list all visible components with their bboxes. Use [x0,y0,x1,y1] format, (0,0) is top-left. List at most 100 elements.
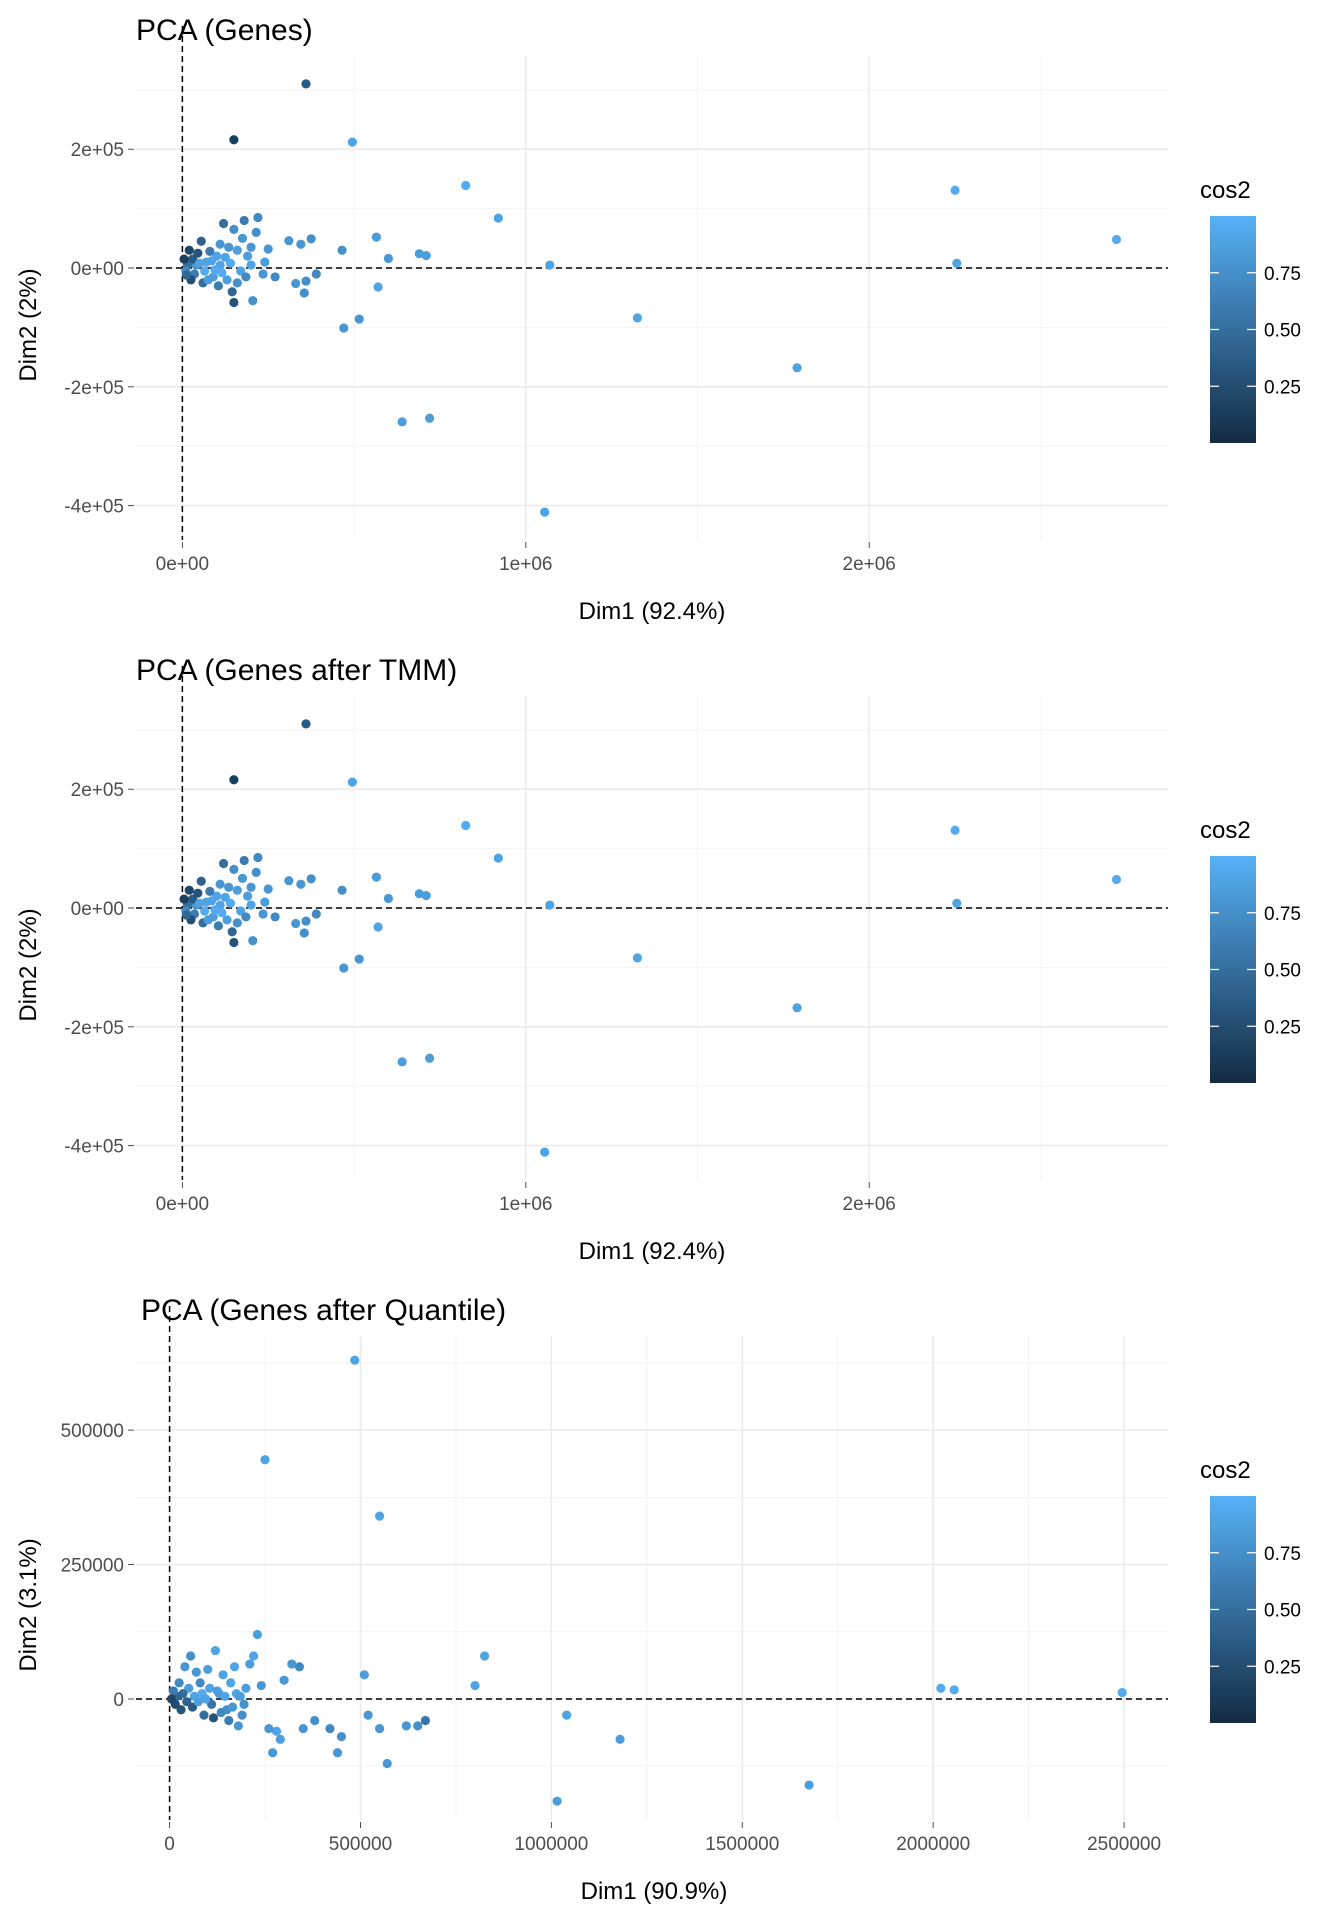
data-point [236,906,246,916]
data-point [371,872,381,882]
data-point [222,915,232,925]
data-point [224,1715,234,1726]
data-point [279,1675,289,1685]
data-point [540,507,550,517]
x-tick-label: 1e+06 [499,1194,552,1215]
legend-label: 0.75 [1264,264,1301,285]
data-point [374,1723,385,1734]
chart-title: PCA (Genes after TMM) [136,654,457,687]
data-point [206,1699,217,1709]
data-point [296,239,306,249]
data-point [218,858,229,869]
data-point [168,1686,179,1696]
data-point [271,1726,282,1736]
data-point [184,245,194,255]
data-point [246,242,256,252]
data-point [552,1796,562,1806]
data-point [354,954,364,964]
data-point [181,910,192,920]
data-point [188,254,198,264]
data-point [251,227,261,237]
data-point [251,867,261,877]
data-point [952,898,962,908]
data-point [253,852,263,863]
data-point [310,1715,320,1726]
data-point [545,900,555,910]
data-point [241,1683,251,1693]
data-point [193,1697,203,1707]
data-point [210,905,220,915]
legend-label: 0.75 [1264,904,1301,925]
data-point [296,879,306,889]
data-point [373,282,383,292]
data-point [401,1721,411,1731]
data-point [203,1664,213,1675]
data-point [227,287,237,297]
data-point [229,864,239,875]
data-point [268,1748,278,1758]
data-point [253,212,263,223]
data-point [194,258,205,268]
data-point [184,885,194,895]
data-point [199,1710,209,1720]
data-point [493,213,503,223]
data-point [421,890,431,901]
data-point [229,135,239,145]
legend-label: 0.25 [1264,377,1301,398]
data-point [243,251,253,261]
data-point [193,888,203,898]
data-point [363,1710,373,1720]
chart-panel-genes-quantile: 0 500000 1000000 1500000 2000000 2500000 50000… [0,1280,1344,1920]
data-point [210,265,220,275]
data-point [179,894,189,904]
data-point [950,185,960,195]
data-point [237,233,248,243]
data-point [306,874,316,884]
data-point [232,918,242,928]
data-point [383,893,394,904]
data-point [256,1680,266,1691]
data-point [224,882,234,892]
data-point [949,1685,959,1695]
data-point [339,963,349,973]
data-point [291,918,301,929]
y-tick-label: 0e+00 [71,259,124,280]
data-point [291,278,301,289]
data-point [205,246,215,256]
data-point [275,1734,285,1744]
data-point [260,897,270,907]
data-point [397,417,407,427]
data-point [196,876,206,886]
data-point [299,928,309,938]
data-point [217,268,227,278]
data-point [200,266,210,276]
data-point [420,1715,431,1726]
data-point [232,885,242,895]
x-tick-label: 2000000 [896,1834,970,1855]
data-point [239,1699,249,1709]
data-point [174,1678,184,1688]
data-point [216,1707,226,1718]
y-tick-label: -2e+05 [64,378,124,399]
y-axis-label: Dim2 (2%) [15,268,42,381]
data-point [237,1710,247,1720]
data-point [229,937,239,948]
x-tick-label: 0e+00 [156,1194,209,1215]
data-point [213,281,224,291]
scatter-plot-genes-tmm: 0e+00 1e+06 2e+06 2e+05 0e+00 -2e+05 -4e+05 PC… [15,654,1301,1265]
data-point [287,1659,297,1669]
data-point [215,879,225,889]
x-axis-label: Dim1 (92.4%) [579,598,726,625]
data-point [239,855,249,866]
data-point [936,1683,946,1693]
data-point [226,1678,236,1688]
data-point [218,218,229,229]
y-axis-label: Dim2 (3.1%) [15,1538,42,1671]
x-tick-label: 2e+06 [843,1194,896,1215]
data-point [193,248,203,258]
data-point [461,180,471,191]
data-point [1111,874,1122,885]
data-point [632,313,643,323]
data-point [227,1702,238,1712]
data-point [229,1662,240,1672]
